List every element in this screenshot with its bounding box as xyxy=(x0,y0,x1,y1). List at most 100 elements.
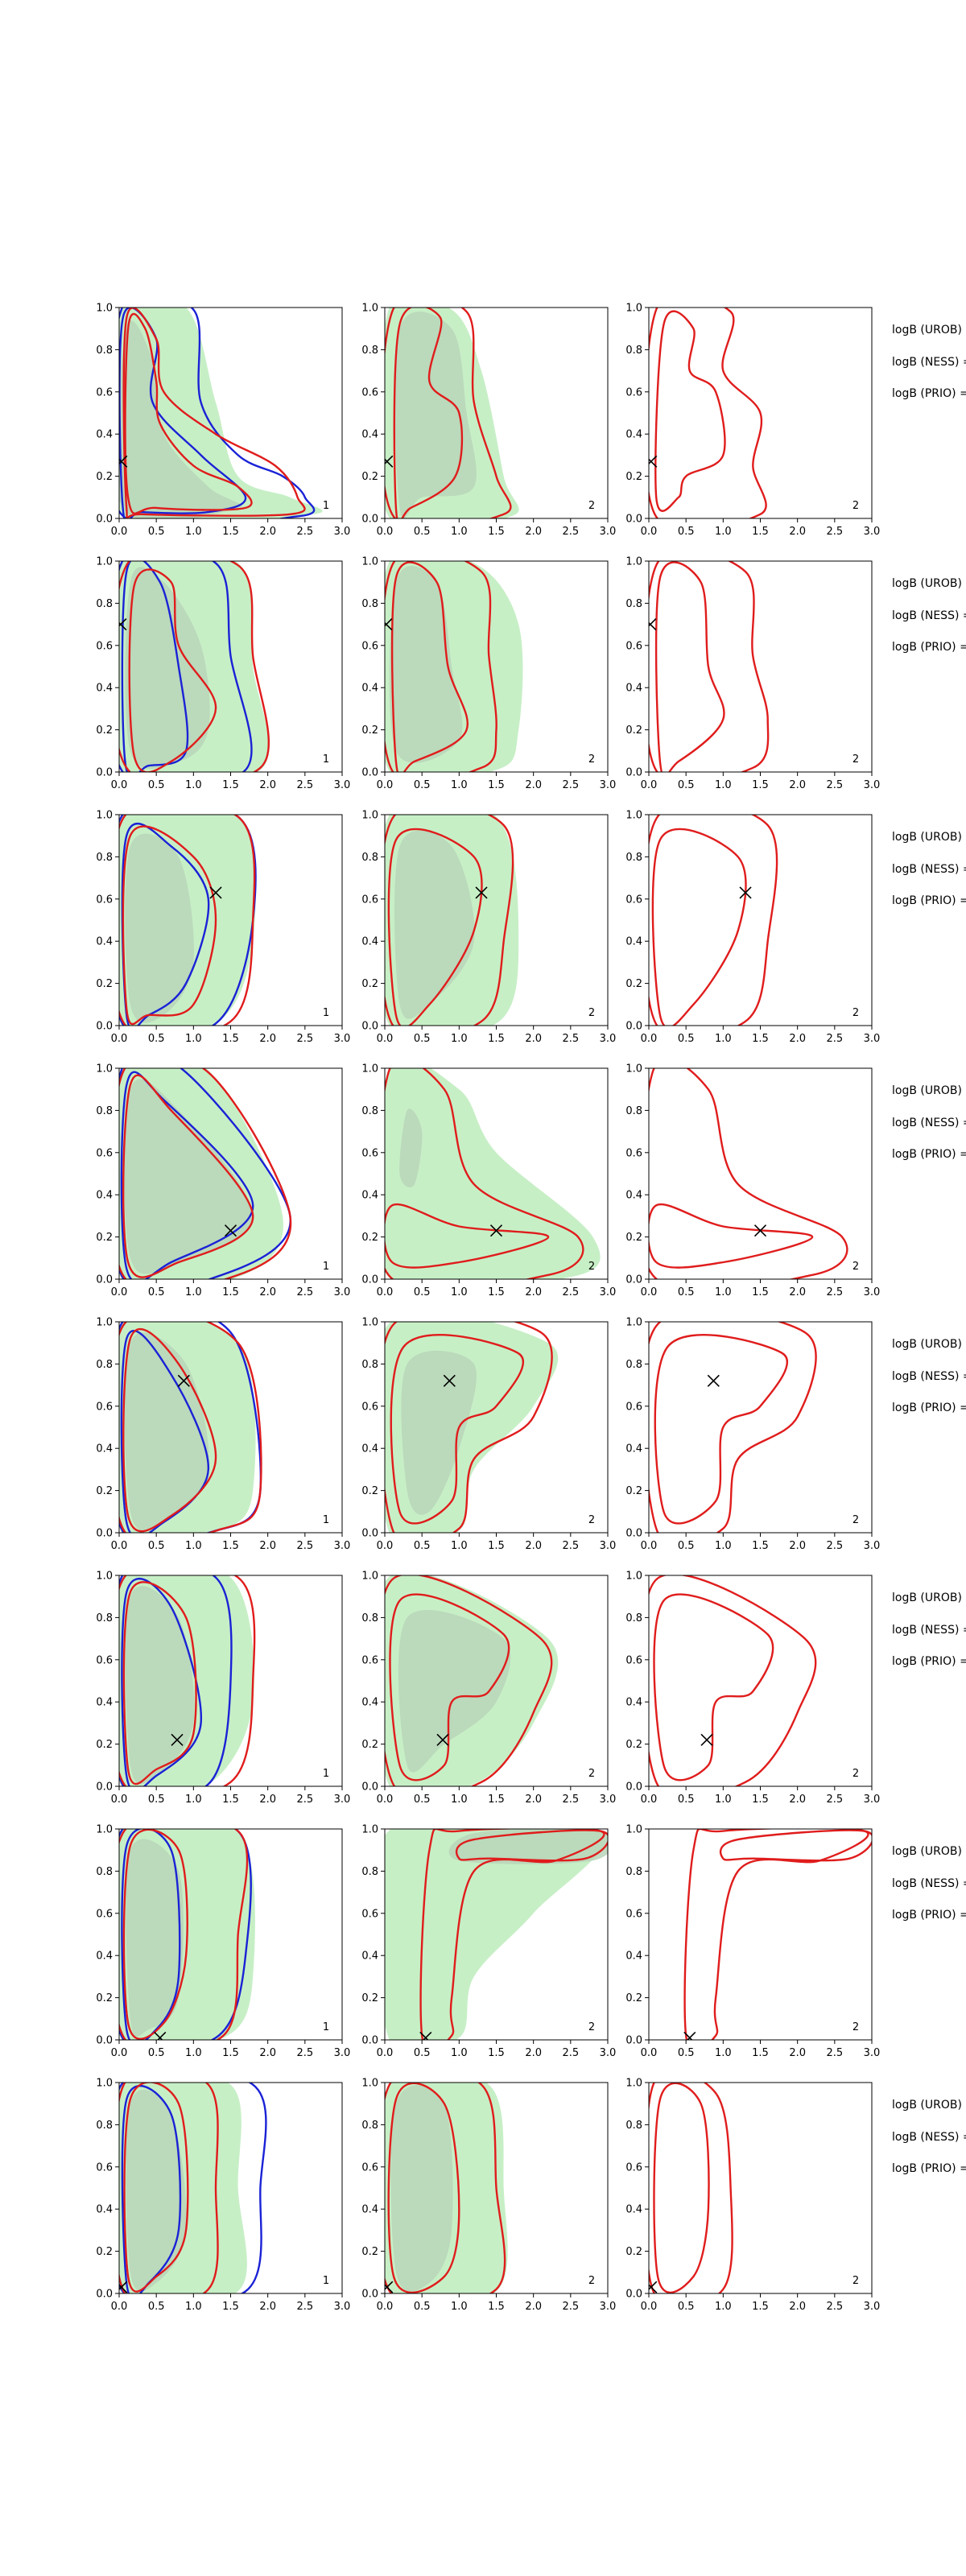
y-tick-label: 0.4 xyxy=(96,1443,113,1455)
logb-label: logB (UROB) = xyxy=(892,324,966,336)
contour-red-1 xyxy=(455,1829,608,1862)
contour-red-1 xyxy=(654,561,725,772)
y-tick-label: 0.0 xyxy=(96,1781,113,1794)
x-tick-label: 2.0 xyxy=(789,1033,806,1045)
logb-label: logB (NESS) = xyxy=(892,863,966,876)
plot-area xyxy=(119,1575,256,1786)
y-tick-label: 0.6 xyxy=(361,1401,378,1413)
x-tick-label: 2.5 xyxy=(562,1286,579,1298)
x-tick-label: 0.5 xyxy=(414,1540,431,1552)
x-cross-icon xyxy=(119,455,128,468)
axes-frame xyxy=(648,1321,873,1534)
x-tick-label: 0.0 xyxy=(377,2047,394,2059)
x-tick-label: 0.5 xyxy=(148,1794,165,1806)
contour-red-2 xyxy=(649,1322,817,1533)
y-tick-label: 1.0 xyxy=(625,1824,642,1836)
x-tick-label: 2.0 xyxy=(259,526,276,538)
y-tick-label: 0.6 xyxy=(625,1654,642,1666)
logb-label: logB (NESS) = xyxy=(892,1624,966,1637)
x-tick-label: 2.0 xyxy=(525,1794,542,1806)
panel-index-label: 2 xyxy=(588,2275,595,2287)
y-tick-label: 0.4 xyxy=(96,1951,113,1963)
y-tick-label: 0.0 xyxy=(361,767,378,779)
y-tick-label: 0.6 xyxy=(361,1147,378,1159)
panel-index-label: 1 xyxy=(323,1261,329,1273)
panel-r2-c3: 0.0 0.5 1.0 1.5 2.0 2.5 3.0 0.0 0.2 0.4 0.6 0.8 1.0 2 xyxy=(625,556,880,792)
plot-area xyxy=(649,1322,817,1533)
y-tick-label: 0.6 xyxy=(625,640,642,652)
plot-area xyxy=(649,1068,848,1279)
x-tick-label: 1.5 xyxy=(752,1794,769,1806)
plot-area xyxy=(385,1068,601,1279)
panel-index-label: 1 xyxy=(323,1514,329,1526)
x-tick-label: 0.5 xyxy=(148,2047,165,2059)
y-tick-label: 0.6 xyxy=(625,1147,642,1159)
x-tick-label: 0.5 xyxy=(148,2301,165,2313)
y-tick-label: 0.2 xyxy=(625,1485,642,1497)
contour-red-1 xyxy=(123,2083,189,2293)
x-tick-label: 3.0 xyxy=(864,1540,881,1552)
y-tick-label: 0.2 xyxy=(361,1232,378,1244)
x-tick-label: 0.0 xyxy=(377,1286,394,1298)
y-tick-label: 1.0 xyxy=(361,810,378,822)
y-tick-label: 0.6 xyxy=(96,640,113,652)
x-tick-label: 1.0 xyxy=(451,2301,468,2313)
x-tick-label: 2.5 xyxy=(296,1033,313,1045)
plot-area xyxy=(385,1575,559,1786)
panel-r8-c2: 0.0 0.5 1.0 1.5 2.0 2.5 3.0 0.0 0.2 0.4 0.6 0.8 1.0 2 xyxy=(361,2078,616,2314)
y-tick-label: 1.0 xyxy=(625,1571,642,1583)
contour-red-2 xyxy=(649,815,778,1026)
y-tick-label: 0.0 xyxy=(625,1781,642,1794)
y-tick-label: 1.0 xyxy=(361,2078,378,2090)
x-tick-label: 0.5 xyxy=(148,1540,165,1552)
x-tick-label: 0.5 xyxy=(148,779,165,791)
x-tick-label: 1.5 xyxy=(752,2301,769,2313)
x-tick-label: 1.0 xyxy=(715,1540,732,1552)
y-tick-label: 0.6 xyxy=(361,2161,378,2174)
contour-red-1 xyxy=(122,1581,197,1785)
x-tick-label: 0.0 xyxy=(111,1794,128,1806)
plot-area xyxy=(119,1068,292,1279)
logb-label: logB (NESS) = xyxy=(892,1877,966,1890)
x-tick-label: 2.0 xyxy=(789,2047,806,2059)
panel-r1-c3: 0.0 0.5 1.0 1.5 2.0 2.5 3.0 0.0 0.2 0.4 0.6 0.8 1.0 2 xyxy=(625,303,880,539)
x-cross-icon xyxy=(385,2281,394,2293)
contour-red-2 xyxy=(649,308,767,518)
contour-red-1 xyxy=(122,1074,254,1278)
y-tick-label: 0.0 xyxy=(625,1528,642,1540)
y-tick-label: 0.6 xyxy=(96,1401,113,1413)
x-tick-label: 1.0 xyxy=(451,526,468,538)
y-tick-label: 0.4 xyxy=(96,683,113,695)
contour-red-1 xyxy=(390,561,469,772)
x-tick-label: 3.0 xyxy=(864,2301,881,2313)
x-tick-label: 0.0 xyxy=(641,1033,658,1045)
x-tick-label: 3.0 xyxy=(600,2047,617,2059)
x-tick-label: 2.0 xyxy=(789,779,806,791)
x-cross-icon xyxy=(119,618,127,631)
contour-red-1 xyxy=(128,568,217,772)
y-tick-label: 0.8 xyxy=(96,345,113,357)
x-tick-label: 0.5 xyxy=(678,1540,695,1552)
contour-red-2 xyxy=(119,2083,219,2293)
logb-label: logB (NESS) = xyxy=(892,1117,966,1129)
x-tick-label: 0.5 xyxy=(678,2301,695,2313)
y-tick-label: 0.4 xyxy=(361,1697,378,1709)
logb-label: logB (UROB) = xyxy=(892,831,966,844)
contour-blue-1 xyxy=(121,561,189,772)
x-tick-label: 3.0 xyxy=(600,526,617,538)
logb-labels: logB (UROB) = logB (NESS) = logB (PRIO) = xyxy=(892,1845,966,1922)
y-tick-label: 0.2 xyxy=(96,2246,113,2258)
y-tick-label: 0.2 xyxy=(96,471,113,483)
x-tick-label: 1.5 xyxy=(488,779,505,791)
y-tick-label: 1.0 xyxy=(361,1063,378,1075)
logb-labels: logB (UROB) = logB (NESS) = logB (PRIO) = xyxy=(892,831,966,907)
x-cross-icon xyxy=(739,886,752,899)
x-cross-icon xyxy=(700,1733,713,1746)
contour-blue-1 xyxy=(120,1330,210,1533)
axes-frame xyxy=(648,2082,873,2294)
x-tick-label: 0.0 xyxy=(641,1794,658,1806)
x-tick-label: 1.5 xyxy=(222,2301,239,2313)
x-tick-label: 2.0 xyxy=(259,1286,276,1298)
panel-index-label: 2 xyxy=(852,1261,859,1273)
y-tick-label: 0.8 xyxy=(361,598,378,610)
